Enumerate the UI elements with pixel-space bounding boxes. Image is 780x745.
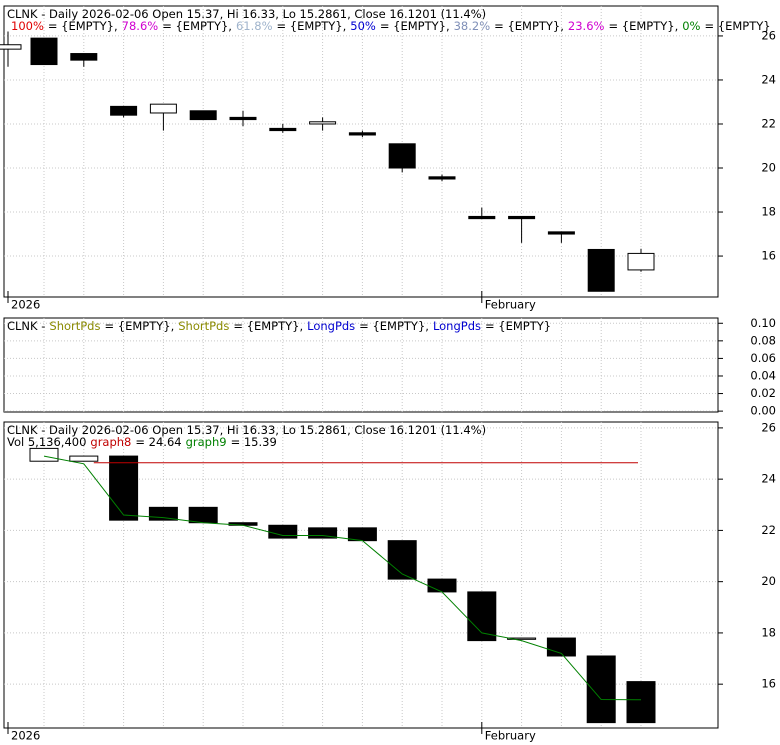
legend-label: LongPds: [433, 319, 481, 333]
legend-label: 100%: [11, 19, 44, 33]
legend-text: = {EMPTY},: [494, 19, 564, 33]
line-name: graph8: [90, 435, 131, 449]
legend-text: = {EMPTY},: [233, 319, 303, 333]
line-text: = 15.39: [231, 435, 277, 449]
y-tick-label: 0.06: [750, 351, 776, 365]
y-tick-label: 26: [761, 420, 776, 434]
legend-text: = {EMPTY}: [704, 19, 770, 33]
legend-text: = {EMPTY},: [380, 19, 450, 33]
legend-text: = {EMPTY},: [608, 19, 678, 33]
legend: Vol 5,136,400 graph8 = 24.64 graph9 = 15.39: [7, 435, 277, 449]
y-tick-label: 24: [761, 72, 776, 86]
y-tick-label: 0.08: [750, 333, 776, 347]
volume-box: [188, 506, 218, 524]
volume-box: [427, 578, 457, 593]
panel-frame: [3, 421, 719, 729]
legend-label: ShortPds: [49, 319, 100, 333]
volume-box: [29, 447, 59, 462]
x-tick-label: February: [485, 729, 536, 743]
legend-label: 50%: [350, 19, 376, 33]
y-tick-label: 0.02: [750, 386, 776, 400]
candle-body: [0, 44, 22, 50]
legend: CLNK - Daily 2026-02-06 Open 15.37, Hi 1…: [7, 423, 486, 437]
graph9-line: [43, 455, 642, 701]
legend-label: 23.6%: [568, 19, 605, 33]
legend: CLNK - Daily 2026-02-06 Open 15.37, Hi 1…: [7, 7, 486, 21]
panel-frame: [3, 5, 719, 298]
legend: CLNK - ShortPds = {EMPTY}, ShortPds = {EMPTY…: [7, 319, 551, 333]
candle-body: [587, 248, 615, 292]
x-tick-label: February: [485, 298, 536, 312]
volume-box: [268, 524, 298, 539]
y-tick-label: 18: [761, 205, 776, 219]
candle-body: [508, 215, 536, 220]
line-name: graph9: [186, 435, 227, 449]
legend-text: = {EMPTY},: [104, 319, 174, 333]
legend-label: 61.8%: [236, 19, 273, 33]
candle-body: [468, 215, 496, 220]
legend-text: = {EMPTY},: [162, 19, 232, 33]
volume-box: [507, 637, 537, 640]
y-tick-label: 22: [761, 523, 776, 537]
candle-body: [428, 176, 456, 180]
candle-body: [309, 121, 337, 125]
legend-text: = {EMPTY},: [359, 319, 429, 333]
y-tick-label: 18: [761, 625, 776, 639]
candle-body: [149, 103, 177, 114]
legend-title: CLNK - Daily 2026-02-06 Open 15.37, Hi 1…: [7, 7, 486, 21]
candle-body: [70, 53, 98, 61]
y-tick-label: 20: [761, 574, 776, 588]
legend: 100% = {EMPTY}, 78.6% = {EMPTY}, 61.8% = {EMP…: [11, 19, 771, 33]
y-tick-label: 0.10: [750, 316, 776, 330]
legend-text: = {EMPTY},: [48, 19, 118, 33]
legend-text: = {EMPTY},: [277, 19, 347, 33]
legend-label: ShortPds: [178, 319, 229, 333]
volume-box: [109, 455, 139, 521]
volume-box: [626, 681, 656, 724]
candle-body: [229, 116, 257, 121]
legend-text: = {EMPTY}: [485, 319, 551, 333]
y-tick-label: 16: [761, 677, 776, 691]
x-tick-label: 2026: [11, 729, 40, 743]
y-tick-label: 0.00: [750, 404, 776, 418]
volume-box: [387, 540, 417, 580]
y-tick-label: 24: [761, 472, 776, 486]
candle-body: [547, 231, 575, 235]
y-tick-label: 0.04: [750, 368, 776, 382]
legend-label: 0%: [682, 19, 700, 33]
volume-box: [308, 527, 338, 539]
y-tick-label: 22: [761, 116, 776, 130]
legend-title: CLNK - Daily 2026-02-06 Open 15.37, Hi 1…: [7, 423, 486, 437]
volume-box: [347, 527, 377, 542]
candle-body: [189, 110, 217, 121]
candle-body: [269, 127, 297, 132]
candle-body: [110, 105, 138, 116]
legend-label: 38.2%: [454, 19, 491, 33]
panel-frame: [3, 317, 719, 413]
volume-box: [586, 655, 616, 724]
candle-body: [627, 252, 655, 271]
line-text: = 24.64: [135, 435, 181, 449]
legend-title: CLNK -: [7, 319, 45, 333]
x-tick-label: 2026: [11, 298, 40, 312]
candle-body: [388, 143, 416, 169]
y-tick-label: 26: [761, 28, 776, 42]
legend-label: LongPds: [307, 319, 355, 333]
candle-body: [30, 37, 58, 66]
candle-body: [348, 132, 376, 136]
volume-box: [69, 455, 99, 462]
y-tick-label: 16: [761, 249, 776, 263]
y-tick-label: 20: [761, 161, 776, 175]
volume-box: [148, 506, 178, 521]
legend-label: 78.6%: [122, 19, 159, 33]
volume: Vol 5,136,400: [7, 435, 86, 449]
